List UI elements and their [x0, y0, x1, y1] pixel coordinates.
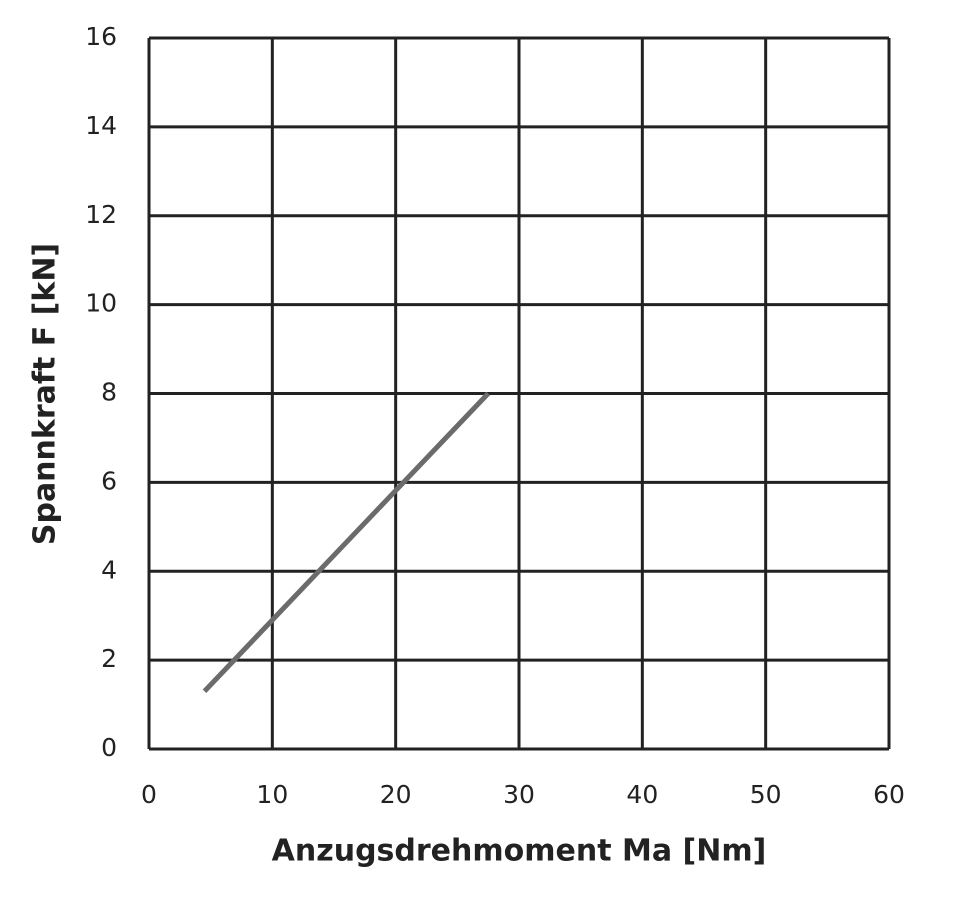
data-line	[202, 391, 490, 693]
y-tick-label: 0	[101, 733, 117, 762]
x-axis-title: Anzugsdrehmoment Ma [Nm]	[272, 834, 767, 869]
y-tick-label: 8	[101, 378, 117, 407]
x-tick-label: 30	[503, 780, 535, 809]
x-tick-label: 10	[256, 780, 288, 809]
y-tick-label: 10	[85, 289, 117, 318]
y-tick-label: 14	[85, 111, 117, 140]
x-tick-label: 0	[141, 780, 157, 809]
x-tick-label: 40	[626, 780, 658, 809]
x-tick-label: 50	[750, 780, 782, 809]
x-tick-label: 60	[873, 780, 905, 809]
y-tick-label: 16	[85, 22, 117, 51]
x-tick-label: 20	[380, 780, 412, 809]
y-tick-label: 2	[101, 644, 117, 673]
y-axis-title: Spannkraft F [kN]	[28, 243, 63, 545]
y-tick-label: 6	[101, 466, 117, 495]
y-tick-label: 12	[85, 200, 117, 229]
y-tick-label: 4	[101, 555, 117, 584]
